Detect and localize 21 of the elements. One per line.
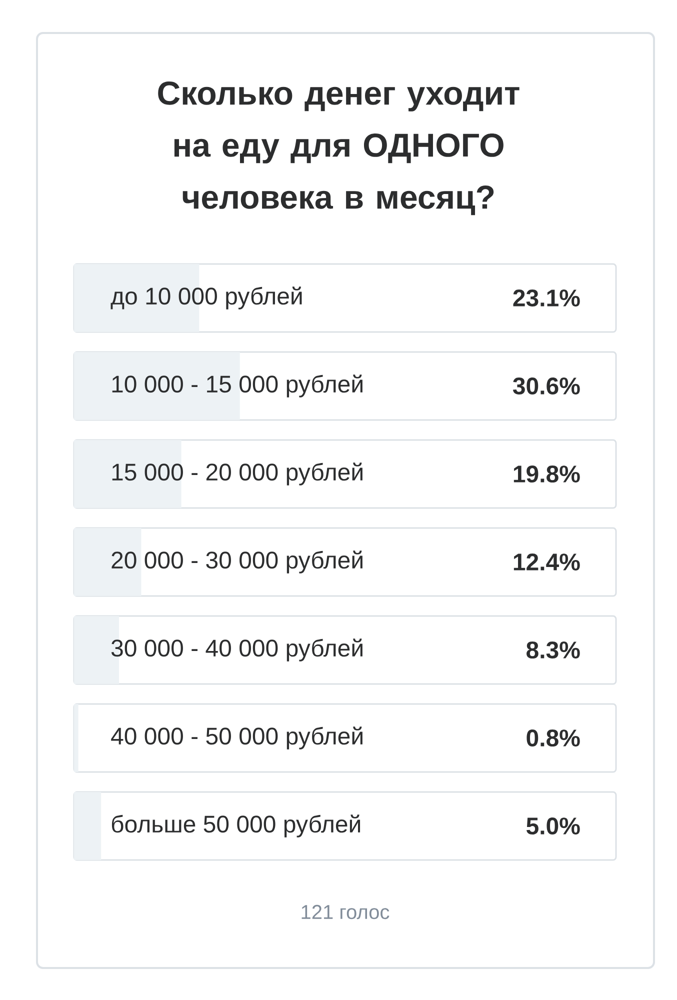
data-label: 19.8% bbox=[514, 466, 580, 483]
data-label: 23.1% bbox=[513, 290, 580, 307]
data-label: 0.8% bbox=[526, 730, 580, 747]
y-tick-label: 10 000 - 15 000 рублей bbox=[112, 374, 362, 398]
bar bbox=[74, 440, 182, 508]
y-tick-label: 40 000 - 50 000 рублей bbox=[111, 726, 362, 750]
y-tick-label: 15 000 - 20 000 рублей bbox=[112, 462, 362, 486]
y-tick-label: 30 000 - 40 000 рублей bbox=[111, 638, 362, 662]
data-label: 12.4% bbox=[514, 554, 580, 570]
y-tick-label: до 10 000 рублей bbox=[110, 286, 302, 310]
data-label: 8.3% bbox=[526, 642, 580, 659]
data-label: 5.0% bbox=[526, 818, 580, 835]
bar bbox=[74, 352, 240, 420]
text: 121 голос bbox=[302, 904, 390, 920]
bar bbox=[74, 528, 142, 596]
y-tick-label: больше 50 000 рублей bbox=[112, 814, 360, 838]
chart-title: Сколько денег уходит на еду для ОДНОГО человека в месяц? bbox=[158, 82, 520, 216]
y-tick-label: 20 000 - 30 000 рублей bbox=[112, 550, 362, 574]
data-label: 30.6% bbox=[512, 378, 580, 395]
bar bbox=[74, 792, 102, 860]
bar bbox=[74, 704, 78, 772]
